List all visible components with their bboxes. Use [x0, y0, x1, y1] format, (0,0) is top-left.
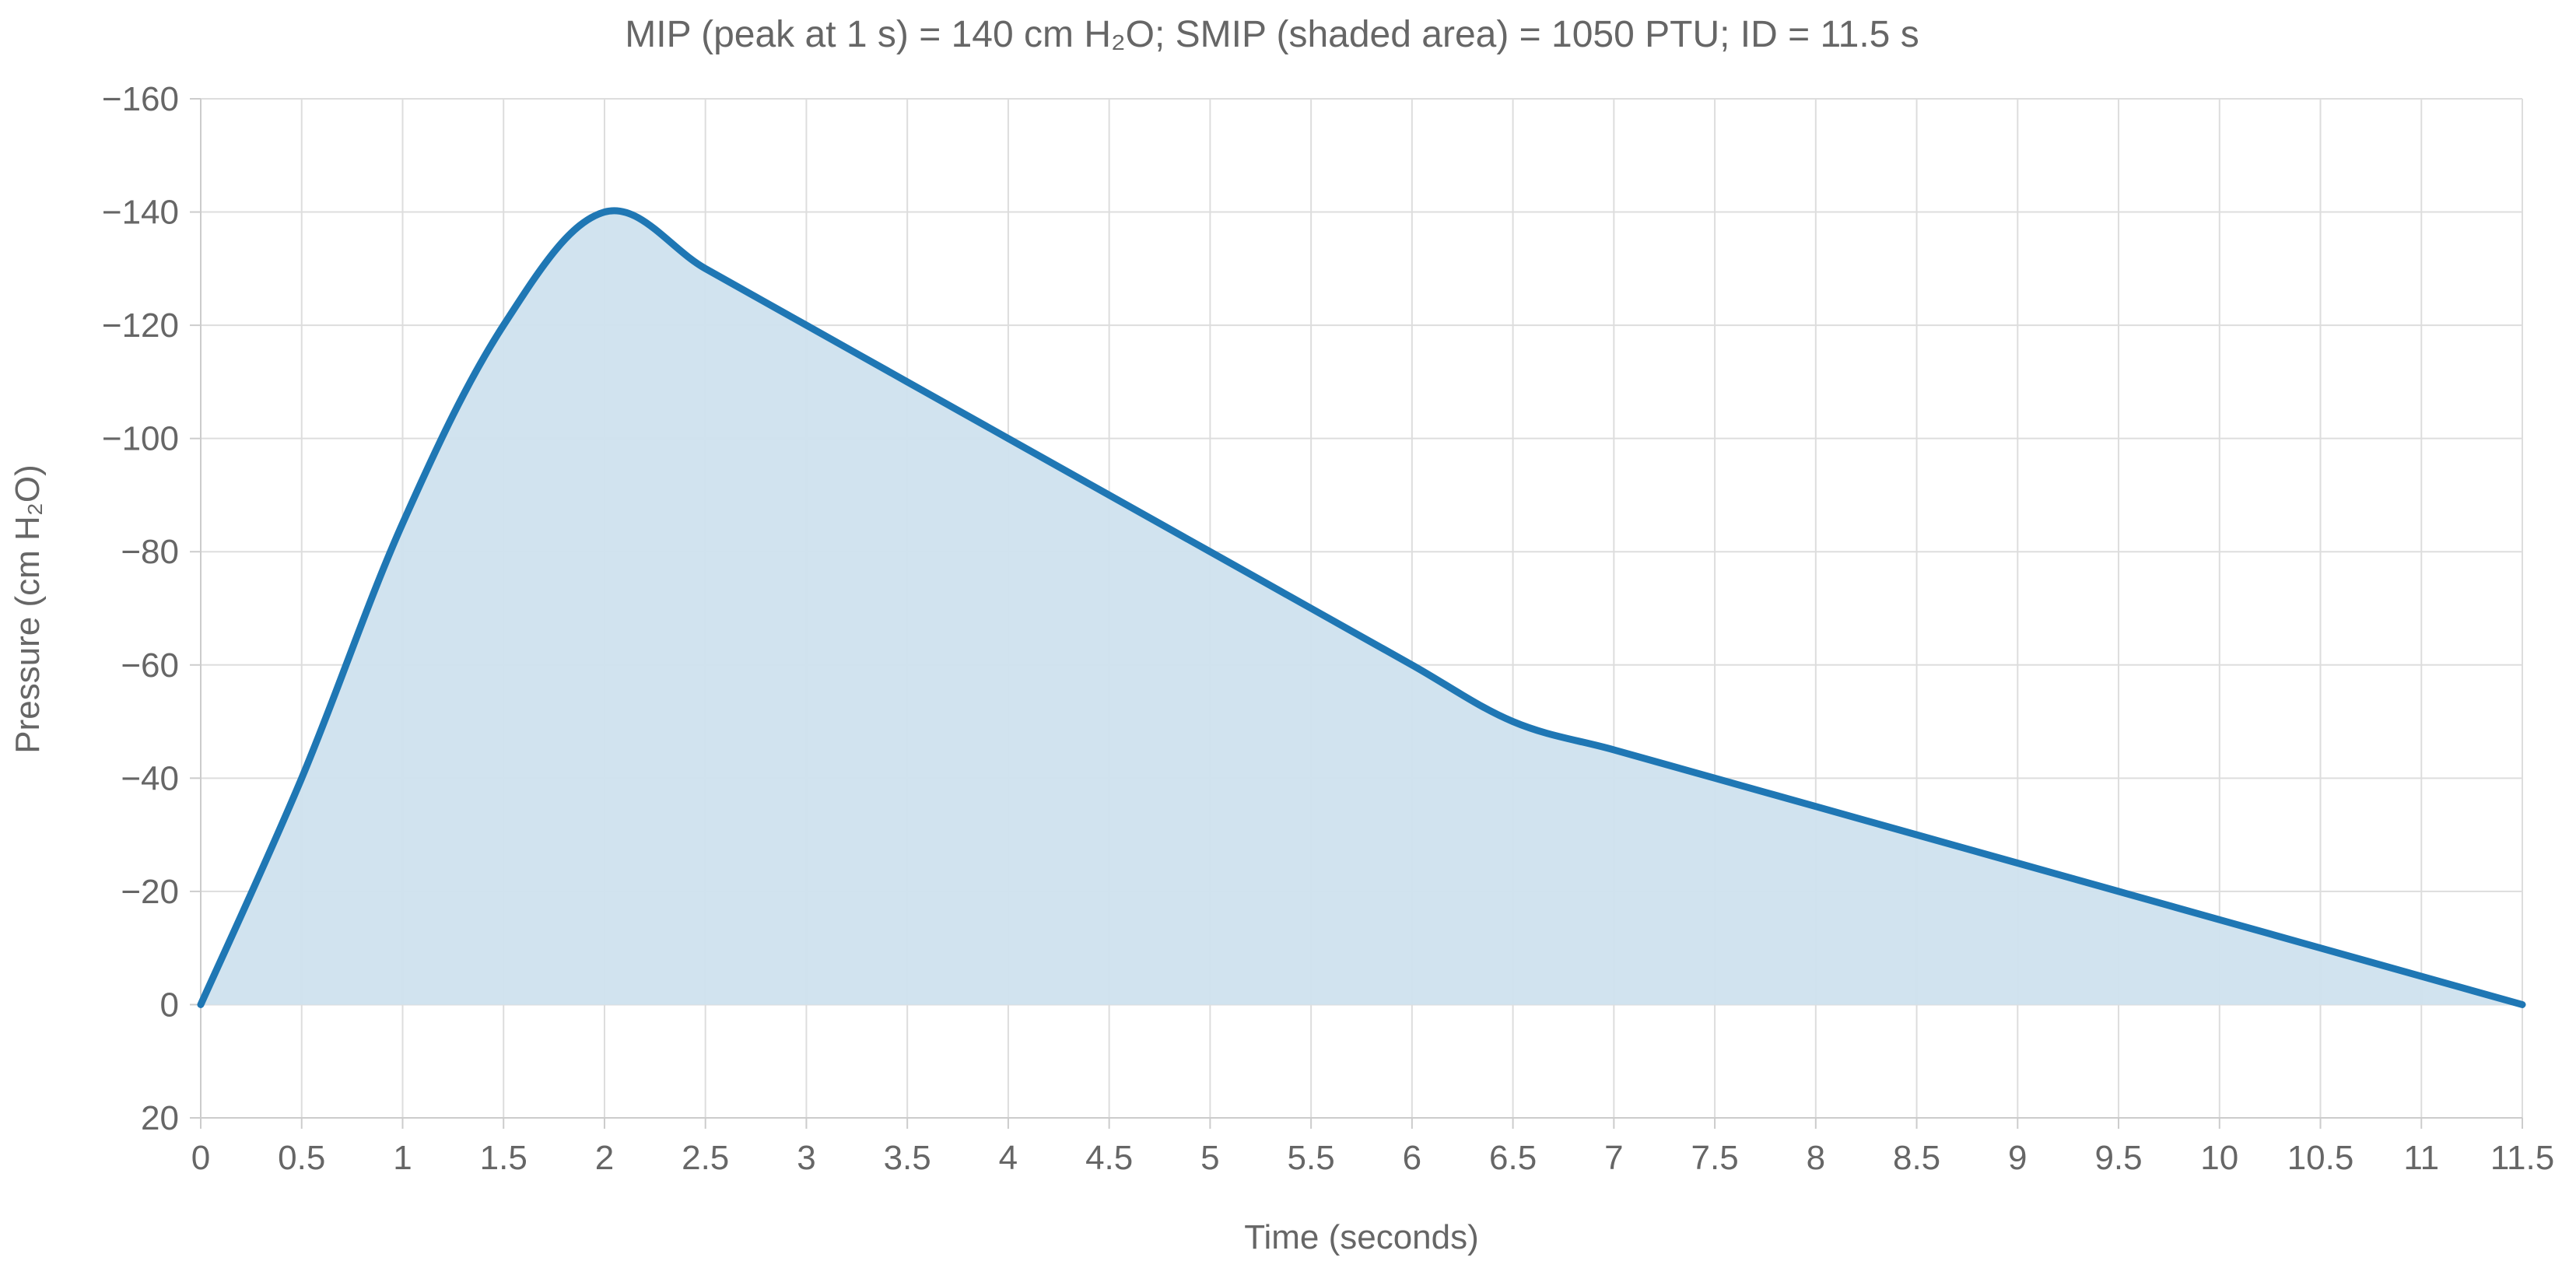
- y-tick-label: 0: [160, 986, 179, 1024]
- x-tick-label: 10: [2200, 1139, 2238, 1177]
- x-tick-label: 1: [393, 1139, 412, 1177]
- x-axis-title: Time (seconds): [1244, 1218, 1479, 1256]
- x-tick-label: 6.5: [1489, 1139, 1537, 1177]
- shaded-area: [201, 211, 2522, 1005]
- y-axis-title: Pressure (cm H₂O): [9, 464, 47, 754]
- y-tick-label: −60: [121, 646, 179, 685]
- y-tick-label: −140: [102, 194, 179, 232]
- x-tick-label: 2.5: [682, 1139, 729, 1177]
- y-tick-label: −160: [102, 80, 179, 118]
- x-tick-label: 3: [797, 1139, 815, 1177]
- chart-title: MIP (peak at 1 s) = 140 cm H₂O; SMIP (sh…: [625, 14, 1919, 55]
- x-tick-label: 8.5: [1893, 1139, 1940, 1177]
- x-tick-label: 3.5: [884, 1139, 931, 1177]
- y-tick-label: −20: [121, 873, 179, 911]
- y-tick-label: −100: [102, 420, 179, 458]
- x-tick-label: 0.5: [278, 1139, 325, 1177]
- x-tick-label: 8: [1807, 1139, 1825, 1177]
- x-tick-label: 4: [999, 1139, 1018, 1177]
- x-tick-label: 10.5: [2287, 1139, 2354, 1177]
- x-tick-label: 2: [595, 1139, 614, 1177]
- y-tick-label: −80: [121, 533, 179, 571]
- x-tick-label: 11: [2403, 1139, 2439, 1177]
- x-tick-label: 7.5: [1691, 1139, 1739, 1177]
- x-tick-label: 9: [2008, 1139, 2027, 1177]
- x-tick-label: 5.5: [1288, 1139, 1335, 1177]
- x-tick-label: 6: [1403, 1139, 1421, 1177]
- x-tick-label: 4.5: [1085, 1139, 1133, 1177]
- x-tick-label: 0: [191, 1139, 210, 1177]
- x-tick-label: 7: [1604, 1139, 1623, 1177]
- x-tick-label: 11.5: [2490, 1139, 2554, 1177]
- y-tick-label: 20: [141, 1099, 179, 1137]
- area-layer: [201, 211, 2522, 1005]
- x-tick-label: 1.5: [480, 1139, 527, 1177]
- y-tick-label: −40: [121, 759, 179, 797]
- y-tick-label: −120: [102, 306, 179, 345]
- x-tick-label: 9.5: [2094, 1139, 2142, 1177]
- x-tick-label: 5: [1200, 1139, 1219, 1177]
